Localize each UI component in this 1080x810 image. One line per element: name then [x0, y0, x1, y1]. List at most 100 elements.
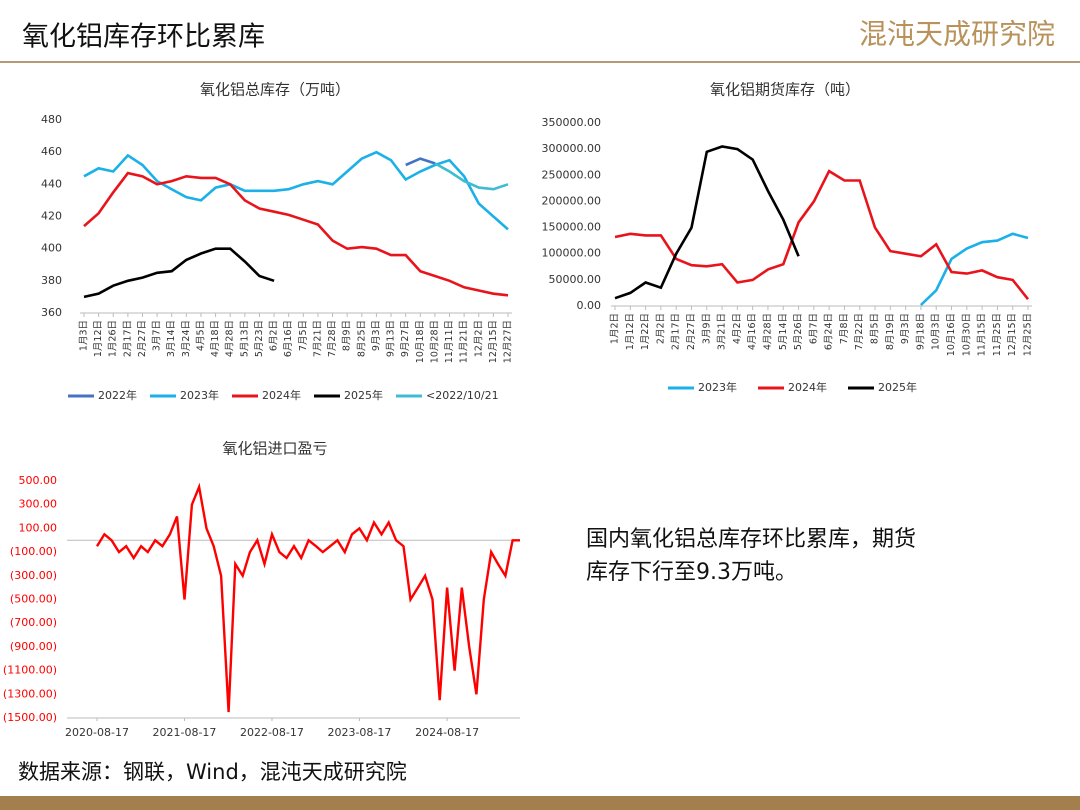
x-tick-label: 6月7日	[808, 313, 819, 344]
x-tick-label: 1月22日	[640, 313, 651, 350]
legend-label: 2024年	[788, 380, 827, 394]
y-tick-label: 100000.00	[542, 247, 602, 260]
x-tick-label: 12月25日	[1023, 313, 1034, 356]
slide-title: 氧化铝库存环比累库	[22, 22, 265, 53]
y-tick-label: 300.00	[19, 498, 58, 511]
y-tick-label: 420	[41, 210, 62, 223]
x-tick-label: 1月2日	[610, 313, 621, 344]
x-tick-label: 2022-08-17	[240, 726, 304, 739]
chart-title: 氧化铝总库存（万吨）	[200, 81, 350, 99]
x-tick-label: 7月5日	[298, 320, 309, 351]
legend-label: 2023年	[180, 388, 219, 402]
legend-label: 2022年	[98, 388, 137, 402]
y-tick-label: 200000.00	[542, 194, 602, 207]
x-tick-label: 2月17日	[671, 313, 682, 350]
series-line	[83, 247, 275, 299]
x-tick-label: 5月13日	[239, 320, 250, 357]
y-tick-label: 360	[41, 306, 62, 319]
legend-label: <2022/10/21	[426, 389, 499, 402]
y-tick-label: 460	[41, 145, 62, 158]
x-tick-label: 10月28日	[429, 320, 440, 363]
x-tick-label: 7月8日	[839, 313, 850, 344]
y-tick-label: (1500.00)	[3, 711, 57, 724]
x-tick-label: 5月26日	[793, 313, 804, 350]
y-tick-label: 150000.00	[542, 221, 602, 234]
x-tick-label: 2024-08-17	[415, 726, 479, 739]
y-tick-label: (100.00)	[10, 545, 57, 558]
x-tick-label: 12月15日	[1007, 313, 1018, 356]
x-tick-label: 12月15日	[488, 320, 499, 363]
chart-title: 氧化铝期货库存（吨）	[710, 81, 860, 99]
x-tick-label: 2月27日	[686, 313, 697, 350]
y-tick-label: 250000.00	[542, 168, 602, 181]
x-tick-label: 6月24日	[824, 313, 835, 350]
x-tick-label: 10月16日	[946, 313, 957, 356]
x-tick-label: 1月12日	[93, 320, 104, 357]
x-tick-label: 7月28日	[327, 320, 338, 357]
y-tick-label: 350000.00	[542, 116, 602, 129]
x-tick-label: 3月24日	[181, 320, 192, 357]
y-tick-label: (1100.00)	[3, 664, 57, 677]
series-line	[83, 171, 509, 297]
y-tick-label: 100.00	[19, 521, 58, 534]
x-tick-label: 4月18日	[210, 320, 221, 357]
y-tick-label: (700.00)	[10, 616, 57, 629]
chart-title: 氧化铝进口盈亏	[222, 440, 327, 458]
x-tick-label: 5月23日	[254, 320, 265, 357]
legend-label: 2025年	[344, 388, 383, 402]
y-tick-label: 480	[41, 113, 62, 126]
x-tick-label: 12月2日	[473, 320, 484, 357]
series-line	[405, 157, 436, 167]
x-tick-label: 12月27日	[503, 320, 514, 363]
y-tick-label: (500.00)	[10, 593, 57, 606]
y-tick-label: (1300.00)	[3, 687, 57, 700]
y-tick-label: 500.00	[19, 474, 58, 487]
x-tick-label: 11月21日	[459, 320, 470, 363]
x-tick-label: 3月7日	[152, 320, 163, 351]
footer-bar	[0, 796, 1080, 810]
y-tick-label: 0.00	[577, 299, 602, 312]
legend-label: 2025年	[878, 380, 917, 394]
series-line	[614, 169, 1030, 301]
y-tick-label: 50000.00	[549, 273, 602, 286]
x-tick-label: 11月11日	[444, 320, 455, 363]
y-tick-label: (900.00)	[10, 640, 57, 653]
series-line	[95, 482, 520, 713]
x-tick-label: 2021-08-17	[153, 726, 217, 739]
x-tick-label: 1月26日	[108, 320, 119, 357]
x-tick-label: 9月3日	[900, 313, 911, 344]
x-tick-label: 3月21日	[717, 313, 728, 350]
x-tick-label: 10月30日	[961, 313, 972, 356]
y-tick-label: 440	[41, 177, 62, 190]
x-tick-label: 9月3日	[371, 320, 382, 351]
x-tick-label: 2月17日	[122, 320, 133, 357]
y-tick-label: 400	[41, 242, 62, 255]
x-tick-label: 3月9日	[701, 313, 712, 344]
x-tick-label: 2023-08-17	[327, 726, 391, 739]
x-tick-label: 5月14日	[778, 313, 789, 350]
y-tick-label: 380	[41, 274, 62, 287]
x-tick-label: 8月9日	[342, 320, 353, 351]
x-tick-label: 7月21日	[312, 320, 323, 357]
x-tick-label: 3月14日	[166, 320, 177, 357]
source: 数据来源：钢联，Wind，混沌天成研究院	[18, 760, 407, 784]
x-tick-label: 6月2日	[269, 320, 280, 351]
x-tick-label: 1月3日	[79, 320, 90, 351]
x-tick-label: 9月18日	[915, 313, 926, 350]
x-tick-label: 4月28日	[762, 313, 773, 350]
x-tick-label: 10月18日	[415, 320, 426, 363]
logo: 混沌天成研究院	[859, 18, 1055, 51]
note-line: 库存下行至9.3万吨。	[586, 560, 797, 585]
x-tick-label: 8月25日	[356, 320, 367, 357]
x-tick-label: 8月19日	[885, 313, 896, 350]
x-tick-label: 1月12日	[625, 313, 636, 350]
x-tick-label: 4月5日	[195, 320, 206, 351]
series-line	[614, 145, 800, 300]
series-line	[434, 162, 509, 191]
x-tick-label: 6月16日	[283, 320, 294, 357]
legend-label: 2023年	[698, 380, 737, 394]
x-tick-label: 4月28日	[225, 320, 236, 357]
legend-label: 2024年	[262, 388, 301, 402]
x-tick-label: 11月15日	[977, 313, 988, 356]
